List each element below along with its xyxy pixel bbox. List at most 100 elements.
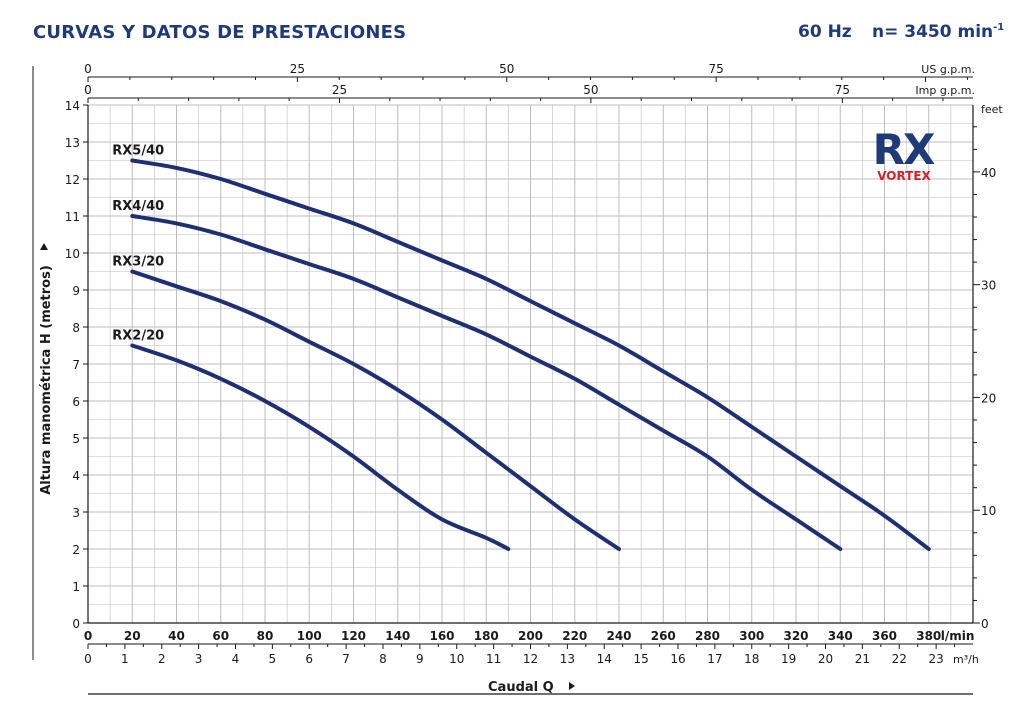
- x-axis-top: 0 25 50 75 0 25 50 75 US g.p.m. Imp g.p.m.: [84, 62, 975, 103]
- x-imp-tick-label: 75: [835, 83, 850, 97]
- x-m3h-tick-label: 5: [269, 652, 277, 666]
- x-m3h-tick-label: 10: [449, 652, 464, 666]
- series-label-rx2-20: RX2/20: [112, 329, 164, 344]
- x-tick-label: 380: [916, 629, 941, 643]
- x-m3h-tick-label: 6: [305, 652, 313, 666]
- rx-vortex-logo: RX VORTEX: [873, 125, 937, 183]
- y-tick-label: 9: [72, 284, 80, 298]
- series-label-rx3-20: RX3/20: [112, 255, 164, 270]
- y-tick-label: 7: [72, 358, 80, 372]
- x-m3h-tick-label: 1: [121, 652, 129, 666]
- x-tick-label: 300: [739, 629, 764, 643]
- logo-rx-text: RX: [873, 125, 935, 174]
- x-m3h-tick-label: 16: [670, 652, 685, 666]
- x-m3h-tick-label: 14: [597, 652, 612, 666]
- x-us-tick-label: 50: [499, 62, 514, 76]
- x-tick-label: 360: [872, 629, 897, 643]
- x-tick-label: 120: [341, 629, 366, 643]
- x-imp-tick-label: 25: [332, 83, 347, 97]
- y-tick-label: 1: [72, 580, 80, 594]
- x-tick-label: 140: [385, 629, 410, 643]
- x-m3h-tick-label: 21: [855, 652, 870, 666]
- x-tick-label: 60: [212, 629, 229, 643]
- x-tick-label: 20: [124, 629, 141, 643]
- plot-frame: [32, 66, 974, 660]
- x-m3h-tick-label: 17: [707, 652, 722, 666]
- x-m3h-tick-label: 11: [486, 652, 501, 666]
- series-line-rx5-40: [130, 158, 931, 551]
- y-axis-right: 0 10 20 30 40 feet: [973, 103, 1003, 631]
- x-m3h-tick-label: 12: [523, 652, 538, 666]
- x-m3h-tick-label: 19: [781, 652, 796, 666]
- x-imp-tick-label: 50: [583, 83, 598, 97]
- x-m3h-tick-label: 22: [892, 652, 907, 666]
- y-tick-label: 14: [65, 99, 80, 113]
- speed-exponent: -1: [993, 22, 1005, 33]
- speed-text: n= 3450 min: [872, 22, 994, 42]
- series-label-rx5-40: RX5/40: [112, 144, 164, 159]
- series-group: RX2/20 RX3/20 RX4/40 RX5/40: [112, 144, 931, 551]
- x-tick-label: 180: [474, 629, 499, 643]
- y-tick-label: 2: [72, 543, 80, 557]
- y-tick-label: 6: [72, 395, 80, 409]
- y-tick-label: 5: [72, 432, 80, 446]
- x-tick-label: 260: [651, 629, 676, 643]
- x-imp-tick-label: 0: [84, 83, 92, 97]
- x-m3h-tick-label: 7: [342, 652, 350, 666]
- series-line-rx3-20: [130, 269, 621, 551]
- x-tick-label: 220: [562, 629, 587, 643]
- page-title: CURVAS Y DATOS DE PRESTACIONES: [33, 22, 407, 43]
- y-right-tick-label: 40: [981, 166, 996, 180]
- x-us-tick-label: 25: [290, 62, 305, 76]
- x-tick-label: 200: [518, 629, 543, 643]
- y-right-tick-label: 0: [981, 617, 989, 631]
- x-tick-label: 340: [828, 629, 853, 643]
- x-m3h-tick-label: 23: [928, 652, 943, 666]
- x-tick-label: 0: [84, 629, 92, 643]
- y-right-tick-label: 20: [981, 391, 996, 405]
- y-tick-label: 10: [65, 247, 80, 261]
- y-axis-arrow-icon: [40, 243, 48, 250]
- speed-label: n= 3450 min-1: [872, 22, 1004, 42]
- y-tick-label: 4: [72, 469, 80, 483]
- series-line-rx4-40: [130, 214, 843, 551]
- x-imp-unit: Imp g.p.m.: [915, 84, 975, 97]
- frequency-label: 60 Hz: [798, 22, 852, 42]
- y-right-unit: feet: [981, 103, 1003, 116]
- x-m3h-tick-label: 8: [379, 652, 387, 666]
- x-m3h-tick-label: 20: [818, 652, 833, 666]
- x-tick-label: 320: [783, 629, 808, 643]
- x-m3h-tick-label: 9: [416, 652, 424, 666]
- x-unit-lmin: l/min: [941, 629, 975, 643]
- y-tick-label: 13: [65, 136, 80, 150]
- x-tick-label: 100: [297, 629, 322, 643]
- x-m3h-tick-label: 0: [84, 652, 92, 666]
- x-m3h-tick-label: 4: [232, 652, 240, 666]
- x-m3h-tick-label: 15: [633, 652, 648, 666]
- x-axis-lmin: 0 20 40 60 80 100 120 140 160 180 200 220 240 260 280 3…: [84, 629, 975, 643]
- x-m3h-tick-label: 3: [195, 652, 203, 666]
- x-m3h-tick-label: 13: [560, 652, 575, 666]
- grid-major: [87, 104, 974, 624]
- y-right-tick-label: 10: [981, 504, 996, 518]
- y-tick-label: 11: [65, 210, 80, 224]
- x-axis-arrow-icon: [569, 682, 575, 690]
- x-m3h-unit: m³/h: [953, 653, 979, 666]
- x-m3h-tick-label: 18: [744, 652, 759, 666]
- x-axis-label: Caudal Q: [488, 680, 554, 695]
- x-tick-label: 280: [695, 629, 720, 643]
- y-tick-label: 3: [72, 506, 80, 520]
- x-us-tick-label: 75: [709, 62, 724, 76]
- y-tick-label: 12: [65, 173, 80, 187]
- x-tick-label: 160: [429, 629, 454, 643]
- x-axis-m3h: 0 1 2 3 4 5 6 7 8 9 10 11 12 13 14 15 16 17 18 19 20 21 22 23 m³…: [84, 643, 979, 666]
- series-label-rx4-40: RX4/40: [112, 199, 164, 214]
- x-tick-label: 240: [606, 629, 631, 643]
- x-us-tick-label: 0: [84, 62, 92, 76]
- x-m3h-tick-label: 2: [158, 652, 166, 666]
- y-tick-label: 8: [72, 321, 80, 335]
- series-line-rx2-20: [130, 343, 511, 551]
- x-tick-label: 40: [168, 629, 185, 643]
